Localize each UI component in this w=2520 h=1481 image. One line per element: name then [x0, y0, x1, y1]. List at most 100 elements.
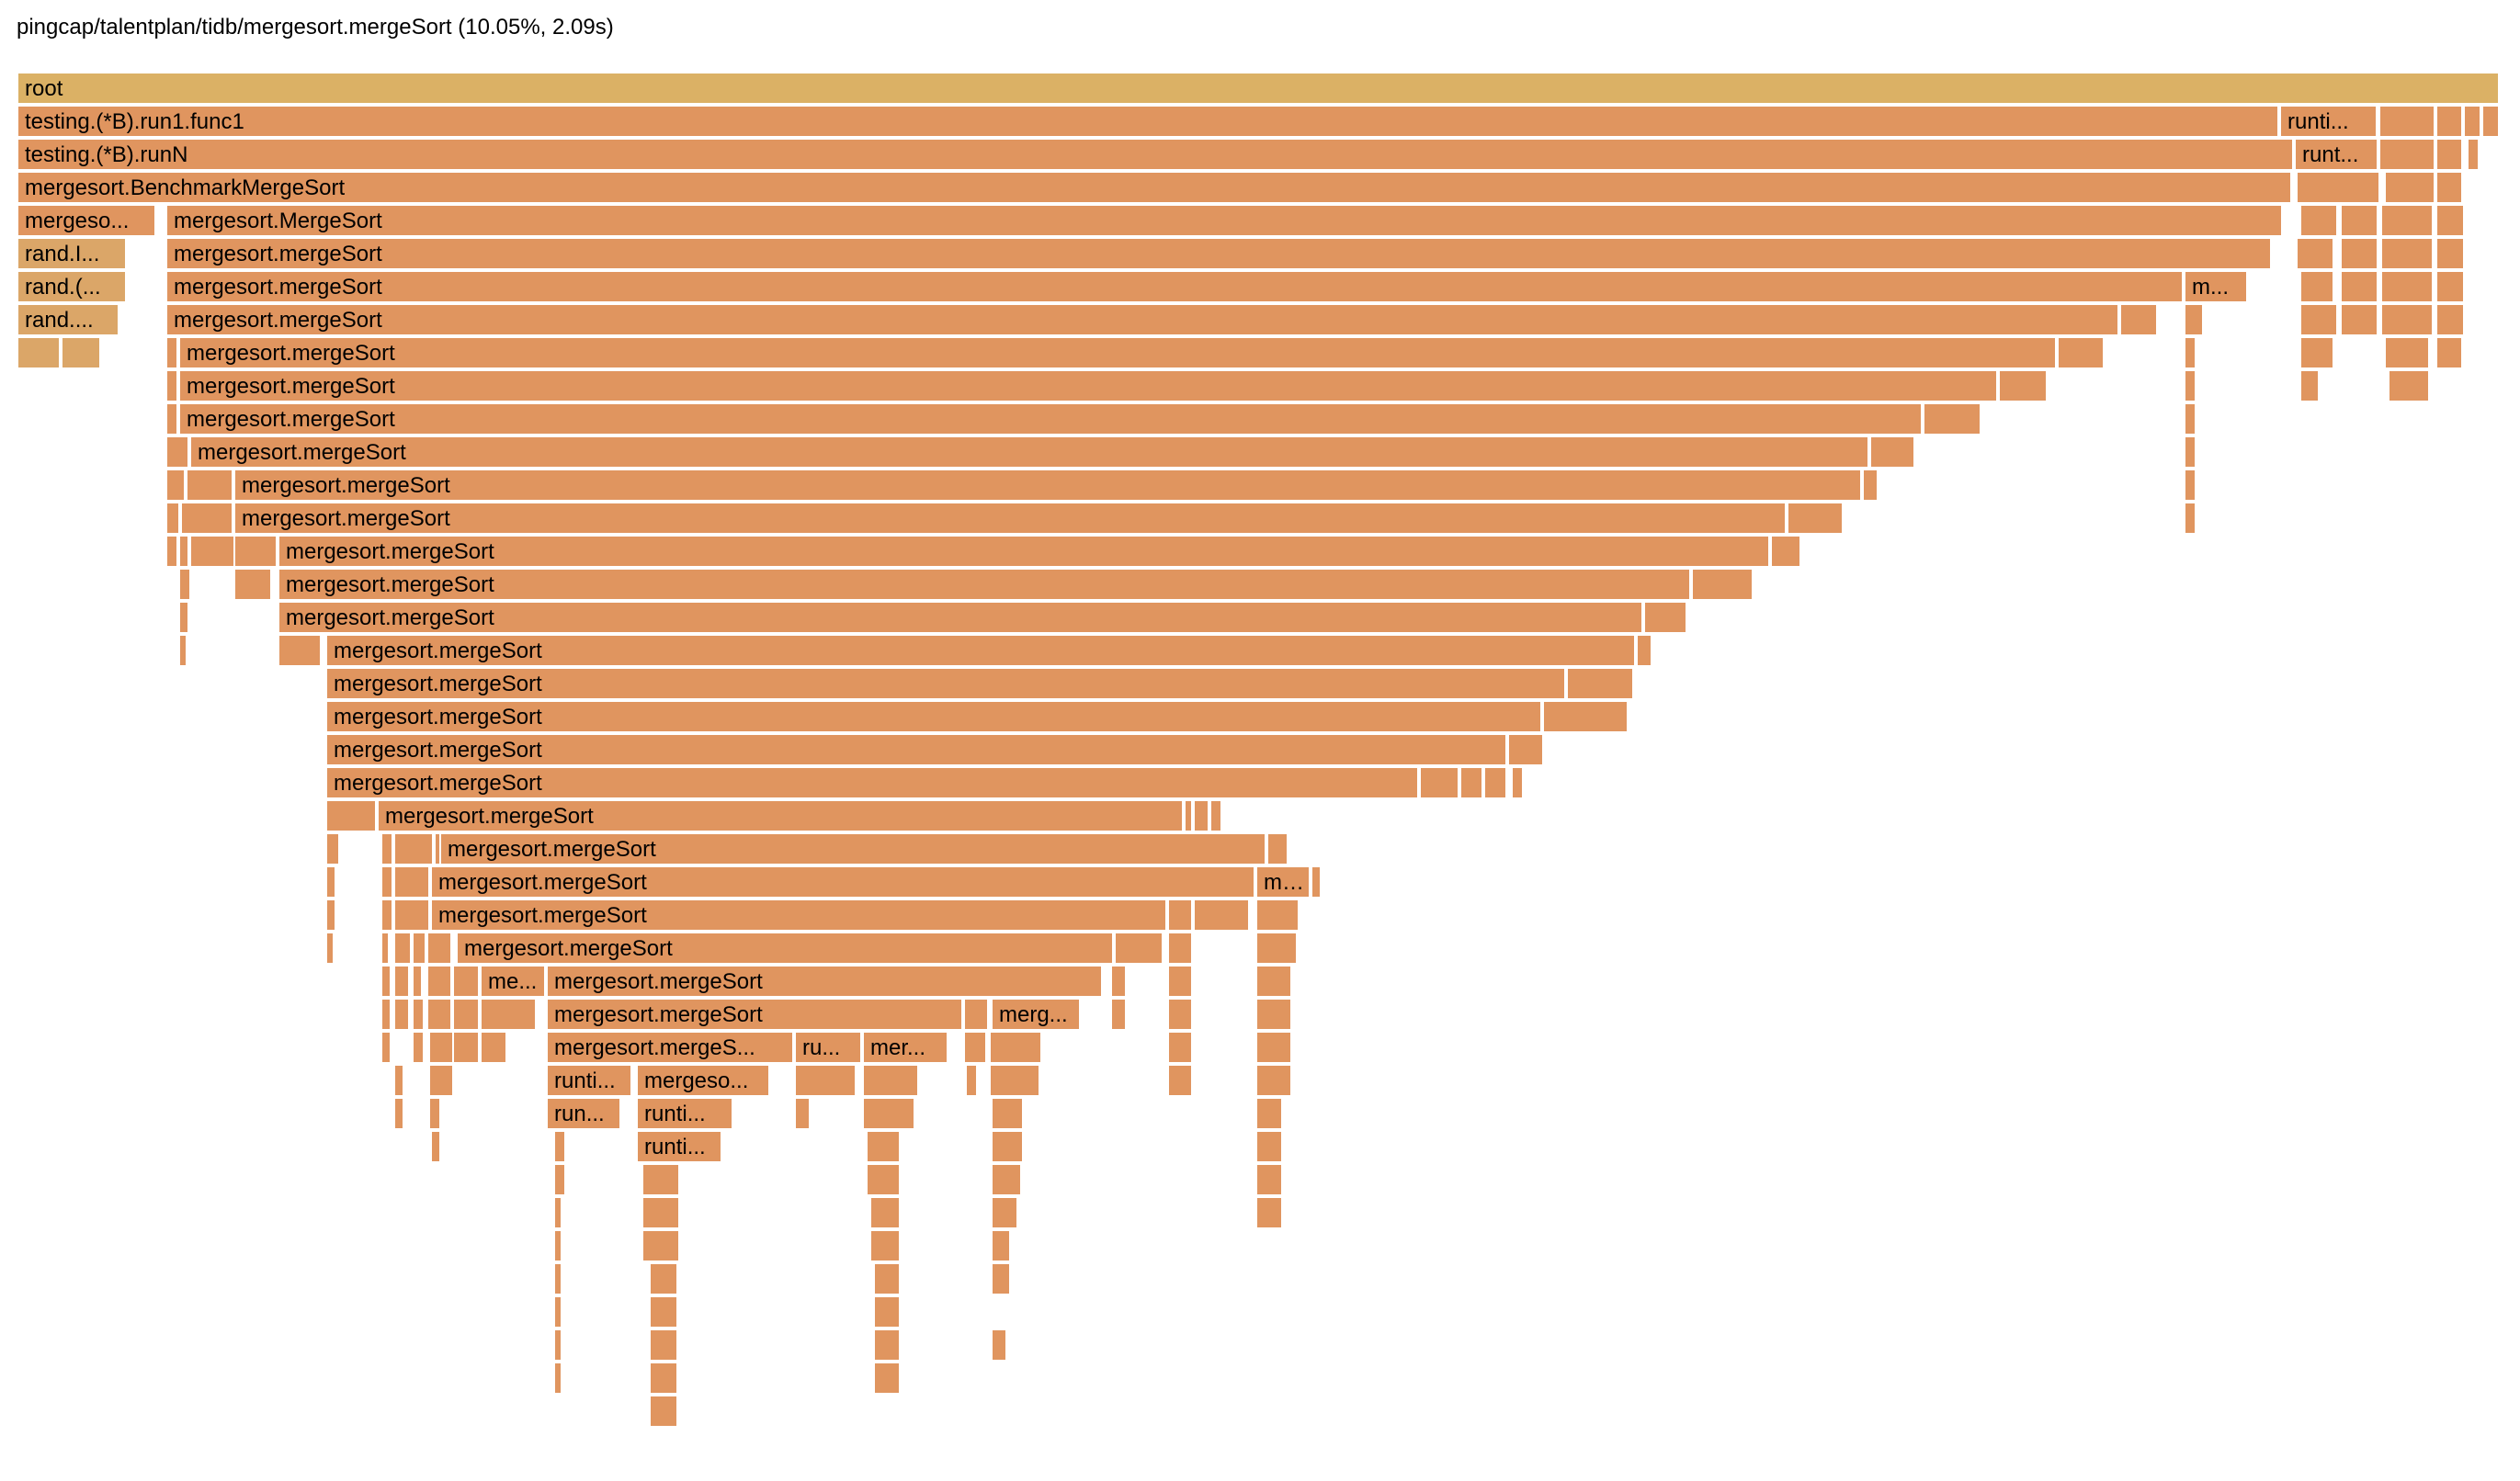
flame-frame[interactable]: [1169, 1033, 1193, 1064]
flame-frame[interactable]: [2342, 206, 2378, 237]
flame-frame[interactable]: [2386, 173, 2435, 204]
flame-frame[interactable]: [2382, 206, 2434, 237]
flame-frame[interactable]: [1924, 404, 1981, 435]
flame-frame[interactable]: [875, 1264, 901, 1295]
flame-frame[interactable]: [414, 1033, 425, 1064]
flame-frame[interactable]: [868, 1165, 901, 1196]
flame-frame[interactable]: [2382, 305, 2434, 336]
flame-frame[interactable]: [395, 1099, 404, 1130]
flame-frame[interactable]: [2380, 140, 2435, 171]
flame-frame[interactable]: [993, 1165, 1022, 1196]
flame-frame[interactable]: [1257, 900, 1300, 932]
flame-frame[interactable]: [395, 867, 430, 899]
flame-frame[interactable]: [555, 1198, 562, 1229]
flame-frame[interactable]: [875, 1297, 901, 1328]
flame-frame[interactable]: [1568, 669, 1634, 700]
flame-frame[interactable]: [2298, 173, 2380, 204]
flame-frame[interactable]: [555, 1297, 562, 1328]
flame-frame[interactable]: [1169, 900, 1193, 932]
flame-frame[interactable]: [382, 867, 393, 899]
flame-frame[interactable]: [430, 1066, 454, 1097]
flame-frame[interactable]: [167, 371, 178, 402]
flame-frame[interactable]: [167, 503, 180, 535]
flame-frame-root[interactable]: root: [18, 73, 2500, 105]
flame-frame[interactable]: mergesort.mergeSort: [432, 900, 1167, 932]
flame-frame[interactable]: [2469, 140, 2480, 171]
flame-frame[interactable]: [967, 1066, 978, 1097]
flame-frame[interactable]: [868, 1132, 901, 1163]
flame-frame[interactable]: mergesort.mergeSort: [167, 239, 2272, 270]
flame-frame[interactable]: mergesort.mergeSort: [235, 470, 1862, 502]
flame-frame[interactable]: mergesort.mergeSort: [379, 801, 1184, 832]
flame-frame[interactable]: rand....: [18, 305, 119, 336]
flame-frame[interactable]: [875, 1330, 901, 1362]
flame-frame[interactable]: mergesort.mergeSort: [279, 570, 1691, 601]
flame-frame[interactable]: [2301, 338, 2334, 369]
flame-frame[interactable]: [180, 537, 189, 568]
flame-frame[interactable]: mergesort.mergeSort: [180, 338, 2057, 369]
flame-frame[interactable]: [1421, 768, 1459, 799]
flame-frame[interactable]: [991, 1033, 1042, 1064]
flame-frame[interactable]: [2185, 371, 2196, 402]
flame-frame[interactable]: [395, 967, 410, 998]
flame-frame[interactable]: [1257, 1099, 1283, 1130]
flame-frame[interactable]: [993, 1231, 1011, 1262]
flame-frame[interactable]: [864, 1066, 919, 1097]
flame-frame[interactable]: [327, 834, 340, 865]
flame-frame[interactable]: mergesort.mergeSort: [327, 636, 1636, 667]
flame-frame[interactable]: [2437, 206, 2465, 237]
flame-frame[interactable]: [382, 967, 392, 998]
flame-frame[interactable]: mergesort.mergeSort: [327, 669, 1566, 700]
flame-frame[interactable]: mergesort.mergeSort: [167, 272, 2184, 303]
flame-frame[interactable]: [2185, 338, 2196, 369]
flame-frame[interactable]: mergesort.MergeSort: [167, 206, 2283, 237]
flame-frame[interactable]: [2382, 239, 2434, 270]
flame-frame[interactable]: [167, 437, 189, 469]
flame-frame[interactable]: [1257, 1198, 1283, 1229]
flame-frame[interactable]: [382, 900, 393, 932]
flame-frame[interactable]: [555, 1264, 562, 1295]
flame-frame[interactable]: [430, 1033, 454, 1064]
flame-frame[interactable]: [993, 1198, 1018, 1229]
flame-frame[interactable]: mergesort.mergeSort: [279, 603, 1643, 634]
flame-frame[interactable]: [651, 1264, 678, 1295]
flame-frame[interactable]: runti...: [2281, 107, 2378, 138]
flame-frame[interactable]: [991, 1066, 1040, 1097]
flame-frame[interactable]: [428, 1000, 452, 1031]
flame-frame[interactable]: [864, 1099, 915, 1130]
flame-frame[interactable]: [395, 834, 434, 865]
flame-frame[interactable]: [428, 933, 452, 965]
flame-frame[interactable]: [1544, 702, 1629, 733]
flame-frame[interactable]: [1169, 967, 1193, 998]
flame-frame[interactable]: [1211, 801, 1222, 832]
flame-frame[interactable]: [1169, 933, 1193, 965]
flame-frame[interactable]: me...: [482, 967, 546, 998]
flame-frame[interactable]: [555, 1330, 562, 1362]
flame-frame[interactable]: mergesort.mergeSort: [441, 834, 1266, 865]
flame-frame[interactable]: ru...: [796, 1033, 862, 1064]
flame-frame[interactable]: [965, 1000, 989, 1031]
flame-frame[interactable]: [965, 1033, 987, 1064]
flame-frame[interactable]: rand.(...: [18, 272, 127, 303]
flame-frame[interactable]: [454, 1033, 480, 1064]
flame-frame[interactable]: [430, 1099, 441, 1130]
flame-frame[interactable]: [2437, 107, 2463, 138]
flame-frame[interactable]: [1257, 1165, 1283, 1196]
flame-frame[interactable]: [1195, 801, 1209, 832]
flame-frame[interactable]: [428, 967, 452, 998]
flame-frame[interactable]: [414, 967, 423, 998]
flame-frame[interactable]: mergesort.mergeSort: [548, 967, 1103, 998]
flame-frame[interactable]: [796, 1099, 811, 1130]
flame-frame[interactable]: [1257, 1000, 1292, 1031]
flame-frame[interactable]: [651, 1363, 678, 1395]
flame-frame[interactable]: mergesort.mergeSort: [180, 404, 1923, 435]
flame-frame[interactable]: [1116, 933, 1164, 965]
flame-frame[interactable]: [436, 834, 441, 865]
flame-frame[interactable]: [1195, 900, 1250, 932]
flame-frame[interactable]: [796, 1066, 857, 1097]
flame-frame[interactable]: testing.(*B).run1.func1: [18, 107, 2279, 138]
flame-frame[interactable]: runt...: [2296, 140, 2378, 171]
flame-frame[interactable]: [18, 338, 61, 369]
flame-frame[interactable]: [1312, 867, 1322, 899]
flame-frame[interactable]: [235, 570, 272, 601]
